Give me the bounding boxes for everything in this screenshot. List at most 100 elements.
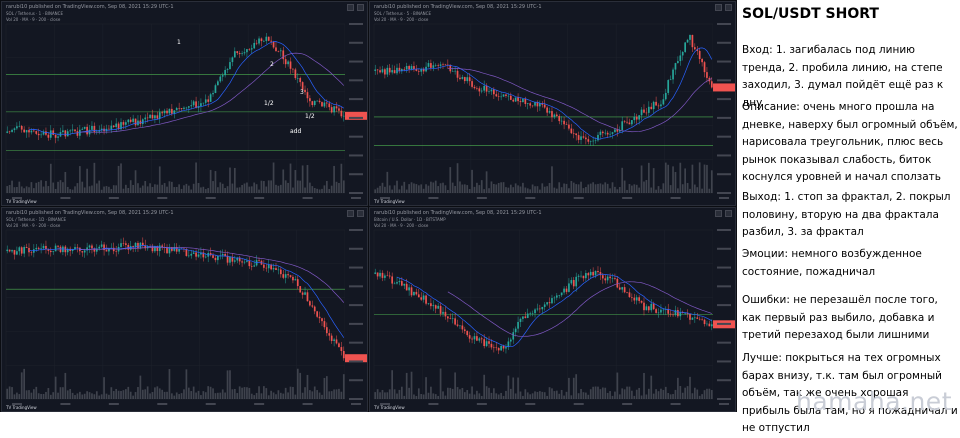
- volume-bar: [500, 182, 502, 193]
- chart-canvas[interactable]: [370, 208, 736, 412]
- candle-body: [689, 35, 691, 40]
- candle-body: [76, 247, 79, 248]
- candle-body: [154, 115, 156, 119]
- camera-icon[interactable]: [725, 210, 732, 217]
- candle-body: [275, 47, 277, 51]
- price-tick: [717, 135, 731, 138]
- camera-icon[interactable]: [725, 4, 732, 11]
- candle-body: [650, 106, 653, 110]
- candle-body: [500, 96, 502, 98]
- candle-body: [40, 248, 42, 249]
- candle-body: [18, 247, 21, 252]
- candle-body: [587, 273, 590, 276]
- candle-body: [52, 251, 55, 253]
- camera-icon[interactable]: [357, 4, 364, 11]
- chart-controls[interactable]: [715, 4, 732, 11]
- candle-body: [217, 255, 219, 261]
- volume-bar: [408, 387, 410, 399]
- time-tick: [525, 403, 536, 405]
- candle-body: [652, 303, 655, 310]
- volume-bar: [30, 182, 33, 193]
- chart-pane-1m[interactable]: 1 2 1/2 3 1/2 add rarubi10 published on Tradi…: [1, 1, 368, 206]
- volume-bar: [54, 376, 57, 399]
- candle-body: [112, 247, 115, 252]
- time-tick: [12, 197, 22, 199]
- volume-bar: [461, 387, 464, 399]
- candle-body: [144, 245, 147, 249]
- chart-canvas[interactable]: [2, 208, 368, 412]
- volume-bar: [132, 395, 134, 399]
- candle-body: [420, 297, 423, 300]
- volume-bar: [195, 392, 197, 399]
- price-axis: [345, 2, 367, 205]
- volume-bar: [468, 393, 471, 399]
- chart-controls[interactable]: [347, 4, 364, 11]
- candle-body: [568, 283, 570, 292]
- candle-body: [430, 303, 432, 307]
- chart-controls[interactable]: [715, 210, 732, 217]
- candle-body: [696, 317, 699, 319]
- volume-bar: [52, 182, 55, 193]
- candle-body: [134, 118, 137, 126]
- volume-bar: [74, 395, 76, 399]
- settings-icon[interactable]: [715, 210, 722, 217]
- price-tick: [349, 247, 363, 250]
- annotation-label: 2: [270, 61, 274, 68]
- volume-bar: [71, 392, 74, 399]
- candle-body: [514, 328, 517, 333]
- settings-icon[interactable]: [715, 4, 722, 11]
- candle-body: [677, 61, 679, 64]
- settings-icon[interactable]: [347, 210, 354, 217]
- price-tick: [349, 266, 363, 269]
- tradingview-logo: TV TradingView: [374, 405, 405, 410]
- candle-body: [400, 69, 403, 71]
- volume-bar: [517, 377, 519, 399]
- price-tick: [349, 98, 363, 101]
- candle-body: [287, 61, 289, 65]
- settings-icon[interactable]: [347, 4, 354, 11]
- volume-bar: [183, 185, 185, 193]
- volume-bar: [49, 394, 52, 399]
- price-tick: [349, 398, 363, 400]
- candle-body: [289, 61, 292, 69]
- better-text: Лучше: покрыться на тех огромных барах в…: [742, 352, 958, 434]
- camera-icon[interactable]: [357, 210, 364, 217]
- volume-bar: [59, 180, 62, 193]
- candle-body: [282, 50, 285, 60]
- candle-body: [560, 120, 563, 122]
- ma-9: [396, 273, 712, 348]
- candle-body: [672, 314, 674, 316]
- chart-pane-5m[interactable]: rarubi10 published on TradingView.com, S…: [369, 1, 736, 206]
- chart-controls[interactable]: [347, 210, 364, 217]
- volume-bar: [698, 162, 701, 193]
- candle-body: [565, 288, 568, 292]
- annotation-label: 1/2: [264, 100, 274, 107]
- candle-body: [25, 247, 28, 248]
- candle-body: [526, 313, 529, 318]
- chart-canvas[interactable]: [370, 2, 736, 206]
- candle-body: [405, 283, 408, 291]
- volume-bar: [229, 370, 231, 399]
- candle-body: [427, 63, 430, 67]
- volume-bar: [333, 165, 335, 193]
- candle-body: [391, 276, 394, 284]
- chart-pane-1d-sol[interactable]: rarubi10 published on TradingView.com, S…: [1, 207, 368, 412]
- candle-body: [660, 309, 662, 313]
- volume-bar: [473, 394, 476, 399]
- volume-bar: [391, 189, 394, 193]
- time-tick: [60, 197, 71, 199]
- volume-bar: [246, 387, 248, 399]
- volume-bar: [548, 183, 551, 193]
- volume-bar: [8, 184, 11, 193]
- chart-canvas[interactable]: 1 2 1/2 3 1/2 add: [2, 2, 368, 206]
- chart-pane-1d-btc[interactable]: rarubi10 published on TradingView.com, S…: [369, 207, 736, 412]
- candle-body: [263, 40, 265, 42]
- candle-body: [456, 324, 459, 326]
- volume-bar: [238, 386, 241, 399]
- candle-body: [539, 308, 541, 310]
- volume-bar: [427, 185, 430, 193]
- volume-bar: [674, 171, 677, 193]
- candle-body: [154, 245, 156, 252]
- candle-body: [674, 63, 677, 70]
- candle-body: [597, 134, 599, 141]
